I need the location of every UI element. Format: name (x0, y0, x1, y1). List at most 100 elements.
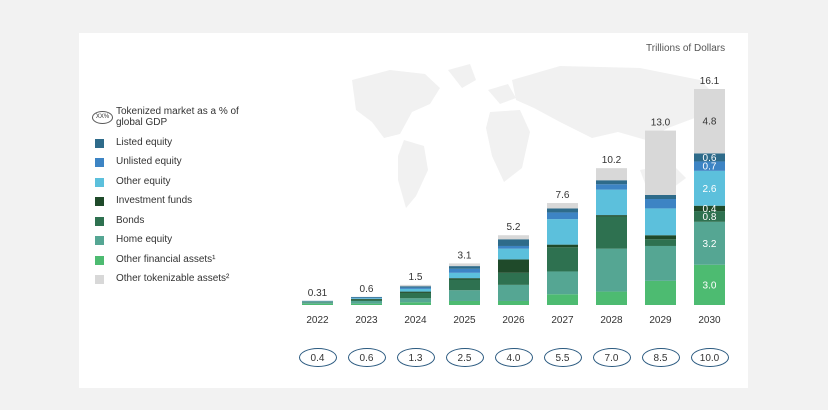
total-value-label: 10.2 (602, 155, 622, 166)
segment-value-label: 2.6 (703, 184, 717, 195)
bar-segment-2030-3 (694, 205, 725, 212)
bar-segment-2028-7 (596, 168, 627, 181)
bar-segment-2023-4 (351, 298, 382, 299)
year-tick-label: 2024 (404, 315, 427, 326)
legend-swatch (95, 256, 104, 265)
bar-segment-2027-6 (547, 208, 578, 213)
bar-segment-2024-7 (400, 284, 431, 287)
year-tick-label: 2022 (306, 315, 329, 326)
bar-segment-2023-2 (351, 299, 382, 301)
bar-segment-2022-1 (302, 302, 333, 304)
bar-segment-2022-0 (302, 303, 333, 305)
segment-value-label: 4.8 (703, 117, 717, 128)
year-tick-label: 2027 (551, 315, 574, 326)
gdp-percent-badge: 0.4 (298, 348, 337, 367)
legend-label: Bonds (116, 215, 145, 226)
bar-segment-2024-4 (400, 288, 431, 292)
year-tick-label: 2023 (355, 315, 378, 326)
bar-segment-2028-6 (596, 180, 627, 185)
bar-segment-2029-2 (645, 239, 676, 246)
legend-label: Investment funds (116, 195, 193, 206)
gdp-percent-badge: 4.0 (494, 348, 533, 367)
bar-segment-2029-6 (645, 194, 676, 200)
bar-segment-2030-2 (694, 211, 725, 222)
world-map-backdrop (352, 64, 720, 208)
segment-value-label: 0.6 (703, 153, 717, 164)
legend-swatch (95, 178, 104, 187)
year-tick-label: 2025 (453, 315, 476, 326)
legend-swatch (95, 139, 104, 148)
bar-segment-2027-2 (547, 247, 578, 272)
total-value-label: 1.5 (409, 272, 423, 283)
bars-layer (302, 89, 725, 305)
total-value-label: 5.2 (507, 222, 521, 233)
total-labels-layer: 0.31 0.6 1.5 3.1 5.2 7.6 10.2 13.0 16.1 (308, 76, 720, 299)
legend-label: Home equity (116, 234, 173, 245)
bar-segment-2030-7 (694, 89, 725, 154)
total-value-label: 0.6 (360, 284, 374, 295)
total-value-label: 0.31 (308, 288, 328, 299)
segment-value-label: 3.0 (703, 280, 717, 291)
legend-swatch (95, 217, 104, 226)
bar-segment-2027-0 (547, 294, 578, 305)
legend-label: Other equity (116, 176, 171, 187)
bar-segment-2023-6 (351, 296, 382, 298)
bar-segment-2029-7 (645, 130, 676, 195)
bar-segment-2029-4 (645, 208, 676, 236)
year-tick-label: 2029 (649, 315, 672, 326)
legend-swatch (95, 158, 104, 167)
bar-segment-2027-5 (547, 212, 578, 220)
bar-segment-2027-4 (547, 219, 578, 245)
bar-segment-2026-4 (498, 248, 529, 260)
year-labels-layer: 2022 2023 2024 2025 2026 2027 2028 2029 2030 (306, 315, 721, 326)
bar-segment-2029-3 (645, 235, 676, 240)
gdp-percent-badge: 5.5 (543, 348, 582, 367)
bar-segment-2025-7 (449, 263, 480, 267)
bar-segment-2026-5 (498, 245, 529, 249)
gdp-percent-badge: 1.3 (396, 348, 435, 367)
bar-segment-2029-1 (645, 245, 676, 281)
bar-segment-2026-2 (498, 272, 529, 285)
bar-segment-2024-6 (400, 286, 431, 288)
bar-segment-2029-5 (645, 199, 676, 209)
bar-segment-2023-1 (351, 300, 382, 304)
legend-swatch (95, 236, 104, 245)
bar-segment-2027-7 (547, 203, 578, 209)
bar-segment-2028-5 (596, 184, 627, 190)
bar-segment-2029-0 (645, 280, 676, 305)
bar-segment-2028-1 (596, 248, 627, 292)
bar-segment-2024-0 (400, 302, 431, 305)
bar-segment-2024-5 (400, 287, 431, 289)
bar-segment-2025-4 (449, 272, 480, 279)
bar-segment-2030-1 (694, 221, 725, 265)
bar-segment-2025-3 (449, 278, 480, 280)
gdp-percent-badge: 2.5 (445, 348, 484, 367)
gdp-percent-badge: 8.5 (641, 348, 680, 367)
bar-segment-2030-0 (694, 264, 725, 305)
bar-segment-2028-3 (596, 215, 627, 217)
unit-label: Trillions of Dollars (646, 43, 726, 54)
bar-segment-2027-3 (547, 244, 578, 248)
total-value-label: 16.1 (700, 76, 720, 87)
bar-segment-2026-7 (498, 235, 529, 240)
bar-segment-2023-5 (351, 297, 382, 299)
bar-segment-2025-1 (449, 290, 480, 301)
legend-label: Unlisted equity (116, 156, 182, 167)
segment-value-label: 0.7 (703, 162, 717, 173)
bar-segment-2026-0 (498, 300, 529, 305)
year-tick-label: 2026 (502, 315, 525, 326)
gdp-percent-badge: 0.6 (347, 348, 386, 367)
bar-segment-2028-2 (596, 216, 627, 249)
gdp-percent-badge: 10.0 (690, 348, 729, 367)
total-value-label: 13.0 (651, 118, 671, 129)
bar-segment-2030-6 (694, 153, 725, 162)
bar-segment-2025-2 (449, 279, 480, 291)
bar-segment-2028-4 (596, 189, 627, 216)
bar-segment-2030-5 (694, 161, 725, 171)
segment-value-label: 0.8 (703, 212, 717, 223)
bar-segment-2025-5 (449, 268, 480, 273)
bar-segment-2024-2 (400, 292, 431, 299)
bar-segment-2023-3 (351, 298, 382, 300)
bar-segment-2022-2 (302, 301, 333, 303)
